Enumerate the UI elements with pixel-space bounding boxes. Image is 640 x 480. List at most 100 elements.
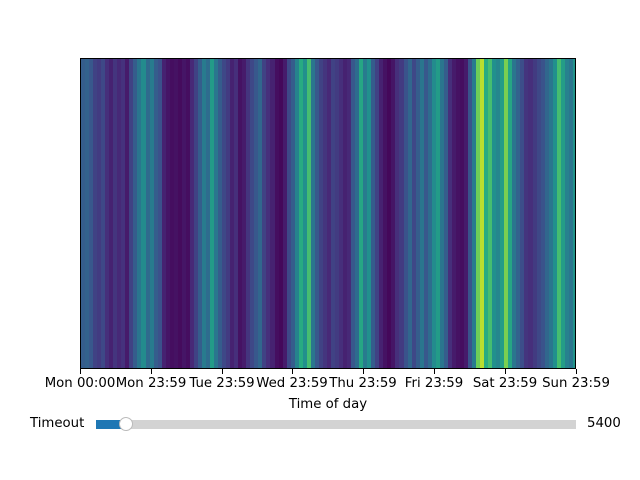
heatmap-cell — [552, 59, 557, 368]
heatmap-cell — [548, 59, 553, 368]
heatmap-cell — [480, 59, 485, 368]
heatmap-cell — [145, 59, 150, 368]
heatmap-cell — [230, 59, 235, 368]
x-tick-mark — [363, 369, 364, 374]
heatmap-cell — [339, 59, 344, 368]
heatmap-cell — [343, 59, 348, 368]
heatmap-cell — [137, 59, 142, 368]
heatmap-cell — [302, 59, 307, 368]
heatmap-cell — [266, 59, 271, 368]
heatmap-cell — [214, 59, 219, 368]
heatmap-plot-area — [80, 58, 576, 369]
heatmap-cell — [97, 59, 102, 368]
heatmap-cell — [310, 59, 315, 368]
heatmap-cell — [504, 59, 509, 368]
heatmap-cell — [415, 59, 420, 368]
heatmap-cell — [371, 59, 376, 368]
heatmap-cell — [322, 59, 327, 368]
heatmap-cell — [528, 59, 533, 368]
heatmap-cell — [89, 59, 94, 368]
heatmap-cell — [242, 59, 247, 368]
heatmap-cell — [379, 59, 384, 368]
heatmap-cell — [532, 59, 537, 368]
heatmap-cell — [197, 59, 202, 368]
heatmap-cell — [359, 59, 364, 368]
heatmap-cell — [476, 59, 481, 368]
heatmap-cell — [468, 59, 473, 368]
heatmap-cell — [540, 59, 545, 368]
heatmap-cell — [125, 59, 130, 368]
x-tick-mark — [434, 369, 435, 374]
heatmap-cell — [435, 59, 440, 368]
heatmap-cell — [181, 59, 186, 368]
heatmap-cell — [536, 59, 541, 368]
heatmap-cell — [274, 59, 279, 368]
heatmap-cell — [185, 59, 190, 368]
heatmap-cell — [117, 59, 122, 368]
x-tick-label: Sat 23:59 — [472, 376, 538, 391]
heatmap-cell — [93, 59, 98, 368]
heatmap-cell — [81, 59, 86, 368]
heatmap-cell — [399, 59, 404, 368]
heatmap-cell — [238, 59, 243, 368]
heatmap-cell — [443, 59, 448, 368]
x-tick-mark — [151, 369, 152, 374]
heatmap-cell — [326, 59, 331, 368]
heatmap-cell — [205, 59, 210, 368]
heatmap-cell — [403, 59, 408, 368]
heatmap-cell — [560, 59, 565, 368]
heatmap-cell — [270, 59, 275, 368]
timeout-slider-track[interactable] — [96, 420, 576, 429]
x-tick-label: Sun 23:59 — [542, 376, 610, 391]
heatmap-cell — [463, 59, 468, 368]
heatmap-cell — [201, 59, 206, 368]
heatmap-cell — [500, 59, 505, 368]
heatmap-cell — [121, 59, 126, 368]
x-tick-mark — [222, 369, 223, 374]
timeout-slider-label: Timeout — [30, 416, 85, 431]
heatmap-cell — [391, 59, 396, 368]
heatmap-cell — [572, 59, 575, 368]
heatmap-cell — [419, 59, 424, 368]
heatmap-cell — [383, 59, 388, 368]
heatmap-cell — [234, 59, 239, 368]
heatmap-cell — [355, 59, 360, 368]
heatmap-cell — [109, 59, 114, 368]
heatmap-cell — [278, 59, 283, 368]
x-tick-label: Fri 23:59 — [404, 376, 464, 391]
heatmap-cell — [544, 59, 549, 368]
heatmap-cell — [189, 59, 194, 368]
heatmap-cell — [149, 59, 154, 368]
heatmap-cell — [508, 59, 513, 368]
timeout-slider-value: 5400 — [587, 416, 621, 431]
x-tick-mark — [505, 369, 506, 374]
heatmap-cell — [222, 59, 227, 368]
heatmap-cell — [455, 59, 460, 368]
heatmap-cell — [351, 59, 356, 368]
heatmap-cell — [250, 59, 255, 368]
heatmap-cell — [564, 59, 569, 368]
heatmap-cell — [423, 59, 428, 368]
heatmap-cell — [334, 59, 339, 368]
heatmap-cell — [314, 59, 319, 368]
heatmap-cell — [101, 59, 106, 368]
heatmap-cell — [516, 59, 521, 368]
x-tick-mark — [292, 369, 293, 374]
x-tick-mark — [80, 369, 81, 374]
heatmap-cell — [459, 59, 464, 368]
heatmap-cell — [451, 59, 456, 368]
heatmap-cell — [210, 59, 215, 368]
heatmap-cell — [367, 59, 372, 368]
heatmap-cell — [318, 59, 323, 368]
x-tick-label: Wed 23:59 — [256, 376, 328, 391]
heatmap-cell — [161, 59, 166, 368]
heatmap-cell — [411, 59, 416, 368]
heatmap-cell — [512, 59, 517, 368]
heatmap-cell — [153, 59, 158, 368]
heatmap-cell — [218, 59, 223, 368]
heatmap-cell — [85, 59, 90, 368]
heatmap-cell — [492, 59, 497, 368]
heatmap-cell — [133, 59, 138, 368]
heatmap-cell — [395, 59, 400, 368]
timeout-slider-handle[interactable] — [119, 417, 133, 431]
